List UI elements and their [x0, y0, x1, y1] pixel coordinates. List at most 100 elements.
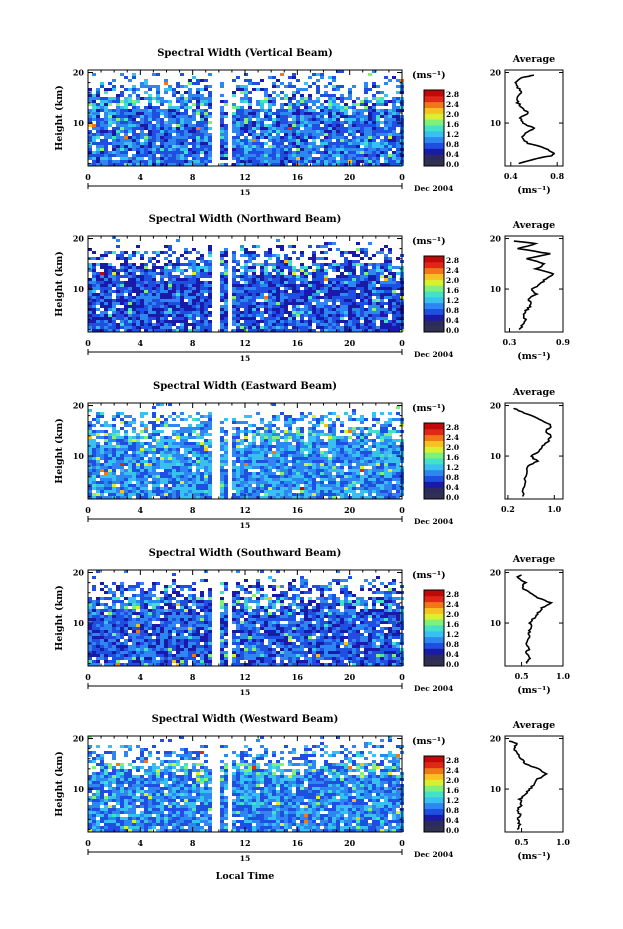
heatmap-cell	[124, 448, 128, 451]
heatmap-cell	[364, 139, 368, 142]
heatmap-cell	[236, 326, 240, 329]
heatmap-cell	[332, 463, 336, 466]
heatmap-cell	[172, 466, 176, 469]
heatmap-cell	[280, 430, 284, 433]
heatmap-cell	[324, 118, 328, 121]
heatmap-cell	[92, 448, 96, 451]
heatmap-cell	[180, 433, 184, 436]
heatmap-cell	[380, 263, 384, 266]
heatmap-cell	[224, 251, 228, 254]
profile-y-tick-label: 10	[490, 118, 502, 128]
heatmap-cell	[168, 139, 172, 142]
heatmap-cell	[388, 157, 392, 160]
heatmap-cell	[280, 296, 284, 299]
heatmap-cell	[364, 109, 368, 112]
heatmap-cell	[144, 115, 148, 118]
heatmap-cell	[316, 127, 320, 130]
heatmap-cell	[140, 130, 144, 133]
heatmap-cell	[252, 460, 256, 463]
heatmap-cell	[204, 421, 208, 424]
heatmap-cell	[220, 278, 224, 281]
heatmap-cell	[320, 430, 324, 433]
heatmap-cell	[88, 448, 92, 451]
heatmap-cell	[268, 323, 272, 326]
heatmap-cell	[116, 412, 120, 415]
heatmap-cell	[348, 154, 352, 157]
heatmap-cell	[96, 457, 100, 460]
heatmap-cell	[240, 121, 244, 124]
x-tick-label: 16	[292, 172, 304, 182]
heatmap-cell	[168, 442, 172, 445]
heatmap-cell	[264, 278, 268, 281]
heatmap-cell	[168, 121, 172, 124]
heatmap-cell	[360, 272, 364, 275]
heatmap-cell	[172, 299, 176, 302]
heatmap-cell	[292, 272, 296, 275]
heatmap-cell	[344, 142, 348, 145]
heatmap-cell	[144, 448, 148, 451]
heatmap-cell	[188, 275, 192, 278]
heatmap-cell	[152, 106, 156, 109]
heatmap-cell	[172, 263, 176, 266]
heatmap-cell	[100, 290, 104, 293]
heatmap-cell	[104, 457, 108, 460]
heatmap-cell	[396, 308, 400, 311]
heatmap-cell	[252, 457, 256, 460]
heatmap-cell	[344, 154, 348, 157]
heatmap-cell	[192, 266, 196, 269]
heatmap-cell	[388, 460, 392, 463]
heatmap-cell	[396, 142, 400, 145]
heatmap-cell	[168, 302, 172, 305]
heatmap-cell	[160, 130, 164, 133]
heatmap-cell	[284, 281, 288, 284]
heatmap-cell	[392, 302, 396, 305]
heatmap-cell	[148, 287, 152, 290]
heatmap-cell	[172, 287, 176, 290]
heatmap-cell	[352, 278, 356, 281]
heatmap-cell	[244, 85, 248, 88]
heatmap-cell	[396, 281, 400, 284]
heatmap-cell	[332, 287, 336, 290]
heatmap-cell	[380, 115, 384, 118]
heatmap-cell	[88, 97, 92, 100]
heatmap-cell	[276, 427, 280, 430]
heatmap-cell	[352, 260, 356, 263]
heatmap-cell	[368, 109, 372, 112]
heatmap-cell	[272, 308, 276, 311]
heatmap-cell	[372, 308, 376, 311]
heatmap-cell	[244, 251, 248, 254]
heatmap-cell	[384, 157, 388, 160]
heatmap-cell	[280, 263, 284, 266]
heatmap-cell	[372, 106, 376, 109]
heatmap-cell	[220, 320, 224, 323]
heatmap-cell	[120, 469, 124, 472]
heatmap-cell	[368, 263, 372, 266]
heatmap-cell	[92, 290, 96, 293]
heatmap-cell	[88, 445, 92, 448]
heatmap-cell	[304, 154, 308, 157]
heatmap-cell	[144, 91, 148, 94]
heatmap-cell	[336, 469, 340, 472]
heatmap-cell	[392, 427, 396, 430]
heatmap-cell	[148, 121, 152, 124]
heatmap-cell	[232, 323, 236, 326]
heatmap-cell	[356, 260, 360, 263]
heatmap-cell	[336, 145, 340, 148]
heatmap-cell	[256, 463, 260, 466]
colorbar-segment	[424, 130, 444, 138]
heatmap-cell	[96, 97, 100, 100]
heatmap-cell	[92, 457, 96, 460]
heatmap-cell	[96, 130, 100, 133]
y-axis-label: Height (km)	[54, 251, 65, 317]
heatmap-cell	[248, 308, 252, 311]
heatmap-cell	[272, 457, 276, 460]
heatmap-cell	[220, 272, 224, 275]
heatmap-cell	[124, 463, 128, 466]
heatmap-cell	[372, 326, 376, 329]
heatmap-cell	[276, 299, 280, 302]
heatmap-cell	[104, 329, 108, 332]
heatmap-cell	[236, 76, 240, 79]
heatmap-cell	[296, 257, 300, 260]
heatmap-cell	[252, 436, 256, 439]
heatmap-cell	[148, 272, 152, 275]
